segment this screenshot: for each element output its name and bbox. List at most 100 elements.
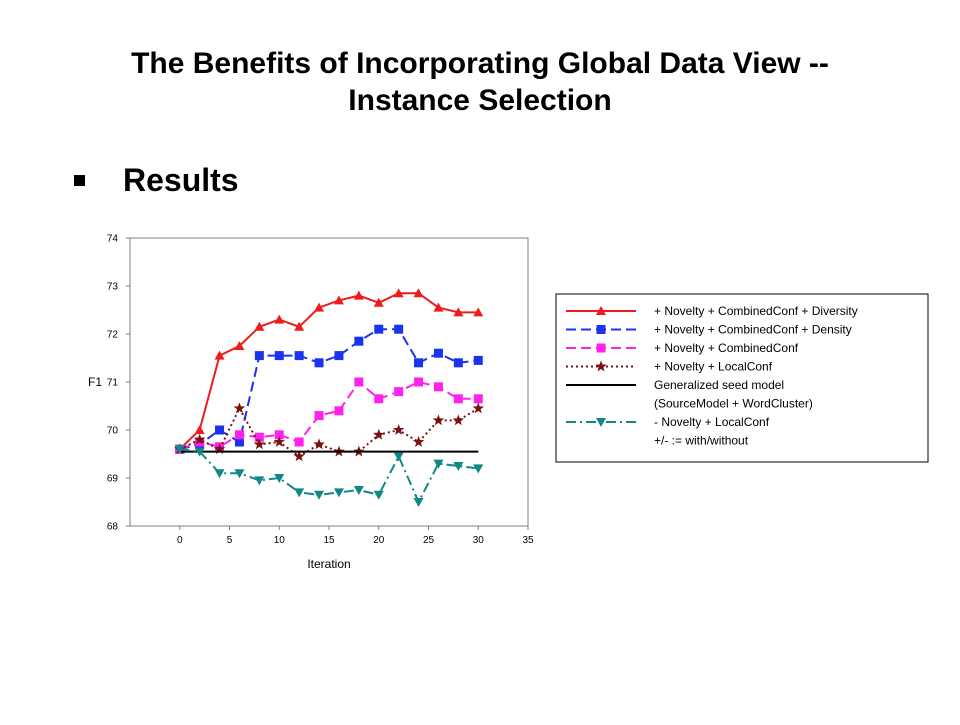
- y-tick-label: 74: [107, 234, 119, 245]
- data-point: [353, 486, 364, 495]
- data-point: [374, 324, 384, 334]
- legend-entry: + Novelty + CombinedConf + Density: [566, 323, 852, 337]
- data-point: [453, 307, 464, 317]
- data-point: [294, 488, 305, 498]
- data-point: [353, 290, 364, 300]
- data-point: [334, 406, 344, 416]
- x-tick-label: 20: [373, 535, 385, 546]
- data-point: [314, 411, 324, 421]
- x-tick-label: 0: [177, 535, 183, 546]
- data-point: [432, 414, 445, 426]
- bullet-text: Results: [123, 162, 239, 198]
- y-tick-label: 73: [107, 282, 119, 293]
- data-point: [314, 358, 324, 368]
- data-point: [254, 476, 265, 486]
- data-point: [274, 351, 284, 361]
- data-point: [453, 394, 463, 404]
- legend-label: + Novelty + CombinedConf + Diversity: [654, 304, 858, 318]
- data-point: [294, 437, 304, 447]
- data-point: [413, 288, 424, 298]
- legend-entry: - Novelty + LocalConf: [566, 415, 770, 429]
- data-point: [193, 433, 206, 445]
- series-line: [179, 380, 479, 451]
- data-point: [413, 498, 424, 507]
- data-point: [333, 488, 344, 498]
- data-point: [253, 438, 266, 450]
- data-point: [452, 414, 465, 426]
- x-tick-label: 5: [227, 535, 233, 546]
- data-point: [373, 490, 384, 500]
- data-point: [473, 355, 483, 365]
- y-tick-label: 68: [107, 522, 119, 533]
- data-point: [314, 490, 325, 500]
- y-tick-label: 70: [107, 426, 119, 437]
- x-tick-label: 35: [522, 535, 534, 546]
- y-axis-title: F1: [88, 375, 102, 389]
- legend: + Novelty + CombinedConf + Diversity + No…: [555, 293, 929, 463]
- legend-label: - Novelty + LocalConf: [654, 415, 770, 429]
- x-axis-title: Iteration: [307, 557, 350, 571]
- data-point: [373, 428, 385, 440]
- legend-marker: [596, 418, 606, 427]
- data-point: [194, 425, 205, 434]
- slide-title: The Benefits of Incorporating Global Dat…: [40, 46, 920, 119]
- data-point: [234, 430, 244, 440]
- data-point: [394, 324, 404, 334]
- data-point: [174, 445, 185, 455]
- x-tick-label: 10: [274, 535, 286, 546]
- legend-marker: [596, 306, 606, 315]
- data-point: [213, 443, 226, 455]
- series-line: [179, 406, 479, 458]
- data-point: [234, 437, 244, 447]
- data-point: [293, 450, 305, 462]
- data-point: [472, 402, 484, 414]
- data-point: [313, 438, 325, 450]
- legend-entry: + Novelty + CombinedConf + Diversity: [566, 304, 858, 318]
- series-line: [179, 448, 479, 505]
- y-tick-label: 71: [107, 378, 119, 389]
- series-line: [179, 292, 479, 450]
- legend-label: + Novelty + CombinedConf + Density: [654, 323, 852, 337]
- x-tick-label: 15: [323, 535, 335, 546]
- data-point: [273, 436, 285, 447]
- data-point: [274, 314, 285, 324]
- x-tick-label: 25: [423, 535, 435, 546]
- data-point: [334, 351, 344, 361]
- legend-note: +/- := with/without: [654, 434, 749, 448]
- data-point: [393, 288, 404, 298]
- data-point: [412, 436, 425, 447]
- data-point: [433, 348, 443, 358]
- data-point: [473, 307, 484, 317]
- plot-area: [129, 237, 529, 527]
- y-tick-label: 72: [107, 330, 119, 341]
- legend-label: Generalized seed model: [654, 378, 784, 392]
- data-point: [393, 452, 404, 462]
- legend-box: [555, 293, 929, 463]
- data-point: [234, 469, 245, 479]
- y-tick-label: 69: [107, 474, 119, 485]
- legend-marker: [596, 343, 606, 353]
- data-point: [234, 341, 245, 350]
- data-point: [254, 321, 265, 331]
- data-point: [392, 424, 405, 435]
- data-point: [473, 464, 484, 474]
- data-point: [254, 432, 264, 442]
- legend-entry: Generalized seed model (SourceModel + Wor…: [566, 378, 813, 411]
- series-line: [179, 328, 479, 451]
- legend-label-line-2: (SourceModel + WordCluster): [654, 397, 813, 411]
- square-bullet-icon: [74, 175, 85, 186]
- data-point: [274, 430, 284, 440]
- data-point: [394, 387, 404, 397]
- data-point: [214, 469, 225, 479]
- data-point: [433, 382, 443, 392]
- data-point: [414, 377, 424, 387]
- slide-title-line-1: The Benefits of Incorporating Global Dat…: [131, 47, 829, 80]
- legend-label: + Novelty + LocalConf: [654, 360, 773, 374]
- series-5: [174, 445, 484, 507]
- slide-title-line-2: Instance Selection: [348, 83, 612, 117]
- legend-marker: [595, 360, 607, 372]
- series-0: [174, 288, 484, 454]
- data-point: [233, 402, 246, 414]
